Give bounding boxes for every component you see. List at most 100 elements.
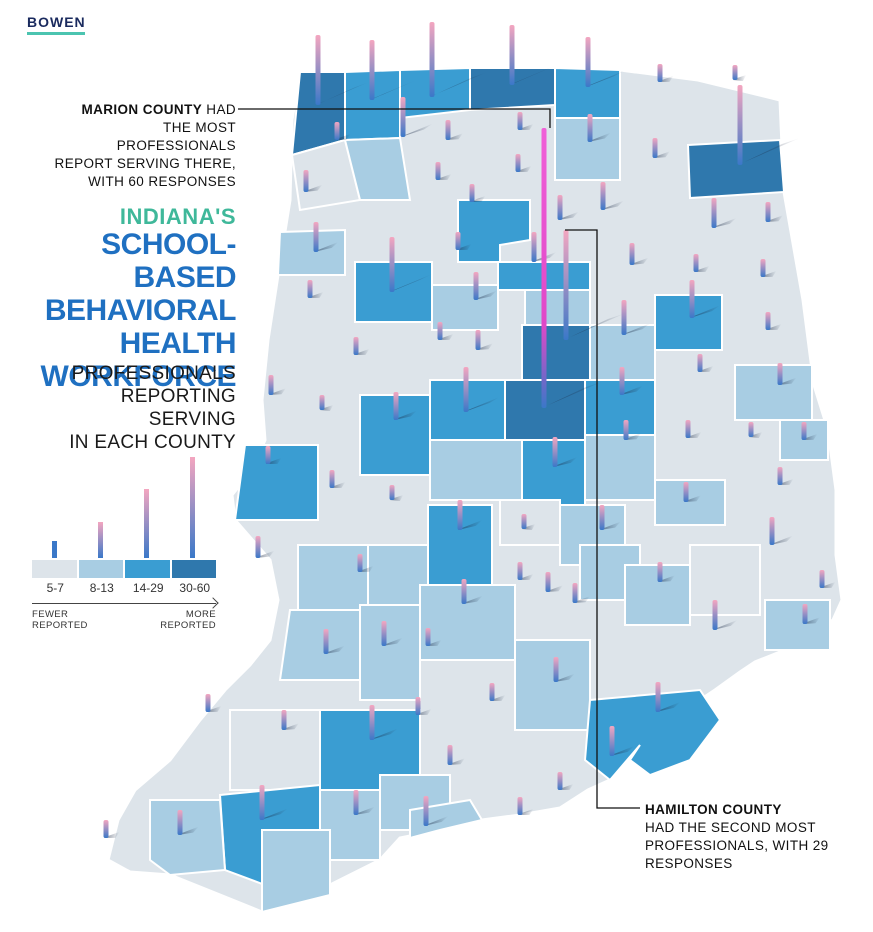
- title-line-2: BEHAVIORAL: [44, 294, 237, 327]
- spike: [545, 572, 551, 592]
- county-shapes: [149, 66, 831, 914]
- spike-shadow: [630, 257, 649, 265]
- spike: [587, 114, 593, 142]
- spike: [423, 796, 429, 826]
- county-warrick: [261, 829, 331, 914]
- spike: [711, 198, 717, 228]
- spike-shadow: [770, 535, 793, 545]
- spike: [732, 65, 738, 80]
- marion-callout-line4: WITH 60 RESPONSES: [88, 174, 236, 189]
- spike: [473, 272, 479, 300]
- spike: [515, 154, 521, 172]
- spike: [712, 600, 718, 630]
- spike: [655, 682, 661, 712]
- spike-shadow: [458, 519, 483, 530]
- county-ohio: [764, 599, 831, 651]
- hamilton-leader-line: [565, 229, 640, 809]
- spike: [323, 629, 329, 654]
- spike: [689, 280, 695, 318]
- legend-swatch-1: [32, 560, 79, 578]
- marion-callout-rest: HAD: [202, 102, 236, 117]
- legend-label-4: 30-60: [179, 581, 211, 595]
- spike-shadow: [558, 211, 579, 220]
- spike: [619, 367, 625, 395]
- spike-shadow: [622, 323, 651, 335]
- county-madison: [654, 294, 723, 351]
- marion-callout-bold: MARION COUNTY: [81, 102, 203, 117]
- spike: [517, 112, 523, 130]
- spike: [319, 395, 325, 410]
- spike: [621, 300, 627, 335]
- county-north-3: [399, 66, 471, 120]
- spike-shadow: [256, 550, 275, 558]
- spike: [255, 536, 261, 558]
- hamilton-callout: HAMILTON COUNTY HAD THE SECOND MOST PROF…: [645, 801, 845, 873]
- spike: [425, 628, 431, 646]
- spike-shadow: [401, 123, 433, 137]
- spike: [517, 797, 523, 815]
- spike: [693, 254, 699, 272]
- legend-spike-samples: [52, 457, 195, 558]
- legend-arrow: [32, 603, 216, 604]
- spike: [623, 420, 629, 440]
- spike: [389, 485, 395, 500]
- legend: 5-7 8-13 14-29 30-60 FEWER REPORTED MORE…: [32, 455, 218, 635]
- spike: [765, 312, 771, 330]
- spike: [609, 726, 615, 756]
- county-jackson: [514, 639, 591, 731]
- spike: [652, 138, 658, 158]
- spike-shadow: [178, 826, 199, 835]
- spike: [777, 363, 783, 385]
- legend-spike-1: [52, 541, 57, 558]
- spike: [531, 232, 537, 262]
- page-title: SCHOOL-BASED BEHAVIORAL HEALTH WORKFORCE: [10, 228, 237, 393]
- spike: [400, 97, 406, 137]
- county-hamilton: [521, 324, 591, 381]
- spike: [489, 683, 495, 701]
- legend-high-label: MORE REPORTED: [160, 609, 216, 631]
- spike-shadow: [474, 290, 497, 300]
- spike: [557, 195, 563, 220]
- spike-shadow: [390, 273, 434, 292]
- spike: [429, 22, 435, 97]
- spike: [563, 230, 569, 340]
- spike: [629, 243, 635, 265]
- spike: [685, 420, 691, 438]
- spike-shadow: [554, 673, 575, 682]
- spike-shadow: [370, 79, 417, 100]
- spike-marion: [541, 128, 547, 408]
- legend-label-1: 5-7: [46, 581, 64, 595]
- legend-low-label: FEWER REPORTED: [32, 609, 88, 631]
- legend-low-line1: FEWER: [32, 609, 69, 620]
- title-line-1: SCHOOL-BASED: [101, 228, 236, 294]
- spike: [177, 810, 183, 835]
- spike: [748, 422, 754, 437]
- spike: [445, 120, 451, 140]
- county-fayette: [654, 479, 726, 526]
- spike-shadow: [394, 410, 417, 420]
- spike: [437, 322, 443, 340]
- legend-swatch-2: [78, 560, 125, 578]
- spike: [268, 375, 274, 395]
- spike: [521, 514, 527, 529]
- spike-shadow: [778, 377, 797, 385]
- spike: [765, 202, 771, 222]
- spike: [557, 772, 563, 790]
- county-shelby: [584, 434, 656, 501]
- spike-shadow: [713, 619, 738, 630]
- spike: [463, 367, 469, 412]
- county-clark: [583, 688, 722, 782]
- spike: [353, 337, 359, 355]
- spike-shadow: [382, 637, 403, 646]
- spike-shadow: [586, 70, 626, 87]
- spike-shadow: [553, 456, 578, 467]
- county-lawrence: [419, 584, 516, 661]
- county-ripley: [624, 564, 691, 626]
- marion-callout-line2: THE MOST PROFESSIONALS: [116, 120, 236, 153]
- spike: [281, 710, 287, 730]
- spike-shadow: [462, 595, 483, 604]
- county-posey: [149, 799, 227, 877]
- subtitle-line-3: IN EACH COUNTY: [69, 432, 236, 453]
- spike: [461, 579, 467, 604]
